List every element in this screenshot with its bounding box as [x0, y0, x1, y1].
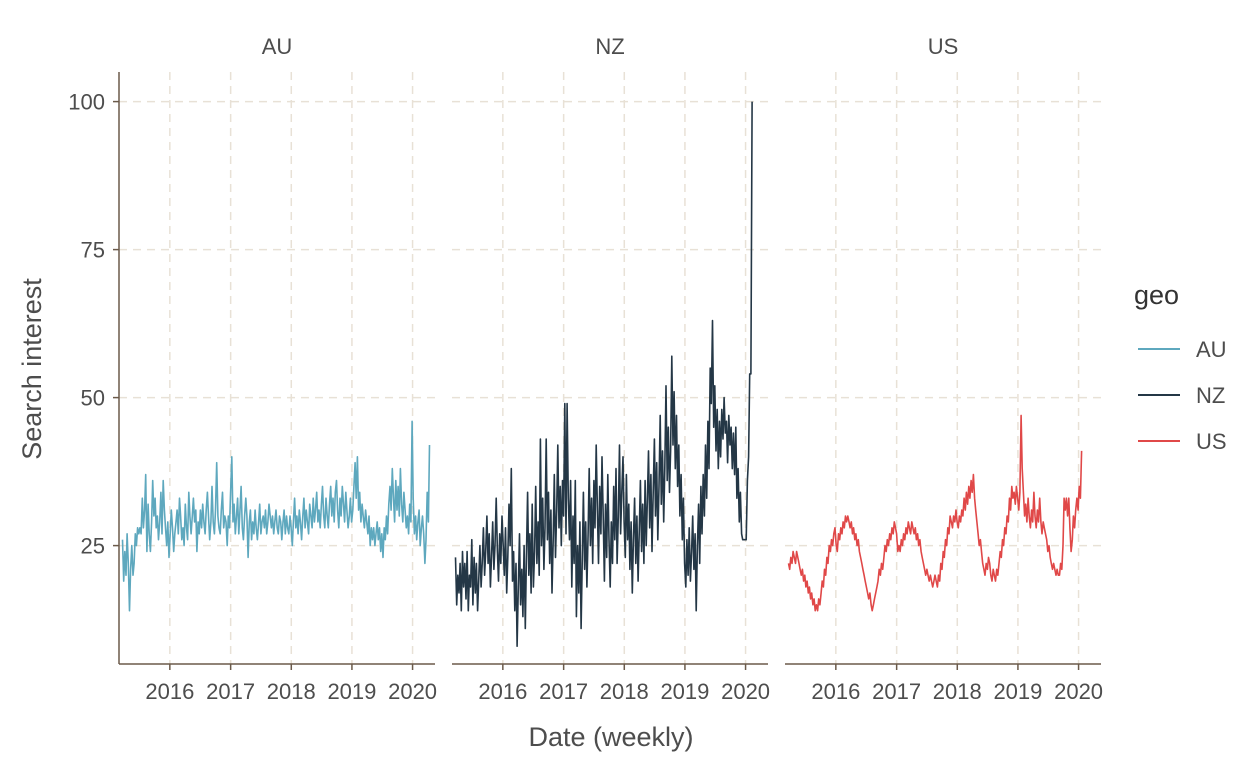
facet-panel-us: 2016 2017 2018 2019 2020 US	[785, 34, 1103, 704]
x-tick-label: 2019	[660, 679, 709, 704]
legend-title: geo	[1134, 280, 1179, 310]
facet-panel-nz: 2016 2017 2018 2019 2020 NZ	[452, 34, 770, 704]
legend-item-au: AU	[1138, 337, 1227, 362]
x-tick-label: 2017	[539, 679, 588, 704]
x-tick-label: 2019	[993, 679, 1042, 704]
x-tick-label: 2018	[600, 679, 649, 704]
facet-label: NZ	[595, 34, 624, 59]
legend-label: AU	[1196, 337, 1227, 362]
x-axis-title: Date (weekly)	[528, 722, 693, 752]
facet-panel-au: 2016 2017 2018 2019 2020 AU	[119, 34, 437, 704]
x-tick-label: 2016	[478, 679, 527, 704]
y-tick-label: 100	[68, 90, 105, 115]
x-tick-label: 2020	[721, 679, 770, 704]
y-tick-label: 50	[81, 386, 105, 411]
series-line-nz	[454, 101, 753, 647]
x-tick-label: 2017	[872, 679, 921, 704]
legend-label: NZ	[1196, 383, 1225, 408]
y-axis: 25 50 75 100	[68, 72, 120, 664]
legend-label: US	[1196, 429, 1227, 454]
x-tick-label: 2020	[388, 679, 437, 704]
x-tick-label: 2016	[811, 679, 860, 704]
y-tick-label: 75	[81, 238, 105, 263]
legend-item-us: US	[1138, 429, 1227, 454]
x-tick-label: 2020	[1054, 679, 1103, 704]
x-tick-label: 2016	[145, 679, 194, 704]
legend: geo AU NZ US	[1134, 280, 1227, 454]
legend-item-nz: NZ	[1138, 383, 1225, 408]
y-axis-title: Search interest	[17, 278, 47, 460]
series-line-au	[121, 420, 431, 612]
y-tick-label: 25	[81, 534, 105, 559]
x-tick-label: 2017	[206, 679, 255, 704]
x-tick-label: 2019	[327, 679, 376, 704]
facet-label: AU	[262, 34, 293, 59]
series-line-us	[787, 414, 1083, 612]
x-tick-label: 2018	[267, 679, 316, 704]
facet-label: US	[928, 34, 959, 59]
x-tick-label: 2018	[933, 679, 982, 704]
